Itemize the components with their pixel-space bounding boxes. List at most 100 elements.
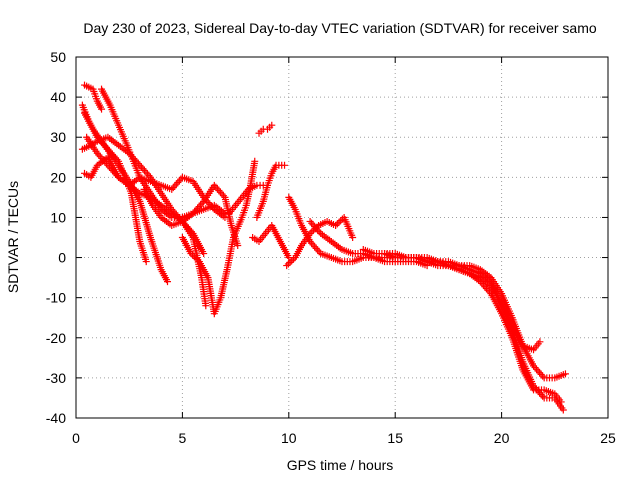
data-point-marker bbox=[559, 406, 567, 414]
series-arc-13 bbox=[255, 121, 276, 137]
data-point-marker bbox=[189, 209, 197, 217]
data-point-marker bbox=[308, 228, 316, 236]
data-point-marker bbox=[482, 284, 490, 292]
data-point-marker bbox=[476, 278, 484, 286]
data-point-marker bbox=[337, 217, 345, 225]
series-arc-12 bbox=[253, 161, 289, 221]
data-point-marker bbox=[187, 250, 195, 258]
data-point-marker bbox=[168, 185, 176, 193]
data-point-marker bbox=[311, 243, 319, 251]
data-point-marker bbox=[195, 203, 203, 211]
y-tick-label: 30 bbox=[50, 129, 66, 145]
series-arc-1 bbox=[81, 81, 106, 113]
y-axis-title: SDTVAR / TECUs bbox=[5, 181, 21, 293]
data-point-marker bbox=[312, 244, 320, 252]
data-point-marker bbox=[306, 238, 314, 246]
data-point-marker bbox=[539, 392, 547, 400]
data-point-marker bbox=[314, 246, 322, 254]
x-tick-label: 10 bbox=[281, 430, 297, 446]
x-tick-label: 0 bbox=[72, 430, 80, 446]
y-tick-label: -30 bbox=[46, 370, 66, 386]
data-point-marker bbox=[164, 278, 172, 286]
data-point-marker bbox=[349, 234, 357, 241]
data-point-marker bbox=[198, 199, 206, 207]
series-arc-10 bbox=[225, 181, 267, 217]
series-arc-3 bbox=[81, 109, 172, 286]
x-axis-title: GPS time / hours bbox=[287, 457, 394, 473]
data-point-marker bbox=[309, 241, 317, 249]
data-point-marker bbox=[171, 182, 179, 190]
data-point-marker bbox=[312, 224, 320, 232]
data-point-marker bbox=[98, 105, 106, 113]
data-point-marker bbox=[95, 151, 103, 159]
data-point-marker bbox=[96, 153, 104, 161]
data-point-marker bbox=[481, 283, 489, 291]
y-tick-label: -40 bbox=[46, 410, 66, 426]
data-point-marker bbox=[536, 369, 544, 377]
data-point-marker bbox=[283, 262, 291, 270]
data-point-marker bbox=[202, 302, 210, 310]
data-point-marker bbox=[309, 221, 317, 229]
data-point-marker bbox=[534, 367, 542, 375]
y-tick-label: 20 bbox=[50, 169, 66, 185]
data-point-marker bbox=[190, 253, 198, 261]
data-point-marker bbox=[189, 251, 197, 259]
data-point-marker bbox=[192, 254, 200, 262]
x-tick-label: 15 bbox=[387, 430, 403, 446]
data-point-marker bbox=[184, 224, 192, 232]
y-tick-label: 10 bbox=[50, 209, 66, 225]
data-point-marker bbox=[561, 370, 569, 378]
data-point-marker bbox=[175, 177, 183, 185]
y-tick-label: 0 bbox=[58, 250, 66, 266]
data-point-marker bbox=[142, 258, 150, 266]
y-tick-label: -10 bbox=[46, 290, 66, 306]
data-point-marker bbox=[137, 163, 145, 171]
data-point-marker bbox=[251, 157, 259, 165]
y-tick-label: 50 bbox=[50, 49, 66, 65]
x-tick-label: 25 bbox=[600, 430, 616, 446]
data-point-marker bbox=[289, 255, 297, 263]
data-point-marker bbox=[333, 220, 341, 228]
data-point-marker bbox=[169, 184, 177, 192]
data-point-marker bbox=[172, 180, 180, 188]
data-point-marker bbox=[192, 206, 200, 214]
data-point-marker bbox=[286, 258, 294, 266]
data-series bbox=[78, 81, 569, 414]
data-point-marker bbox=[213, 185, 221, 193]
data-point-marker bbox=[200, 250, 208, 258]
data-point-marker bbox=[306, 217, 314, 225]
data-point-marker bbox=[479, 281, 487, 289]
data-point-marker bbox=[219, 192, 227, 200]
data-point-marker bbox=[169, 207, 177, 215]
data-point-marker bbox=[183, 223, 191, 231]
data-point-marker bbox=[191, 208, 199, 216]
data-point-marker bbox=[212, 183, 220, 191]
data-point-marker bbox=[557, 398, 565, 406]
data-point-marker bbox=[145, 172, 153, 180]
x-tick-label: 5 bbox=[179, 430, 187, 446]
data-point-marker bbox=[174, 178, 182, 186]
data-point-marker bbox=[194, 256, 202, 264]
data-point-marker bbox=[311, 223, 319, 231]
data-point-marker bbox=[536, 338, 544, 346]
data-point-marker bbox=[315, 228, 323, 236]
data-point-marker bbox=[485, 288, 493, 296]
data-point-marker bbox=[143, 170, 151, 178]
data-point-marker bbox=[284, 260, 292, 268]
data-point-marker bbox=[142, 168, 150, 176]
data-point-marker bbox=[215, 187, 223, 195]
data-point-marker bbox=[484, 286, 492, 294]
chart-title: Day 230 of 2023, Sidereal Day-to-day VTE… bbox=[83, 20, 596, 36]
data-point-marker bbox=[186, 226, 194, 234]
axis-ticks: 0 5 10 15 20 25 -40 -30 -20 -10 0 10 20 30 40 50 bbox=[46, 49, 616, 446]
series-arc-19 bbox=[402, 254, 565, 406]
x-tick-label: 20 bbox=[494, 430, 510, 446]
data-point-marker bbox=[531, 364, 539, 372]
data-point-marker bbox=[478, 279, 486, 287]
plot-frame bbox=[75, 56, 609, 419]
y-tick-label: -20 bbox=[46, 330, 66, 346]
data-point-marker bbox=[315, 248, 323, 256]
data-point-marker bbox=[288, 257, 296, 265]
